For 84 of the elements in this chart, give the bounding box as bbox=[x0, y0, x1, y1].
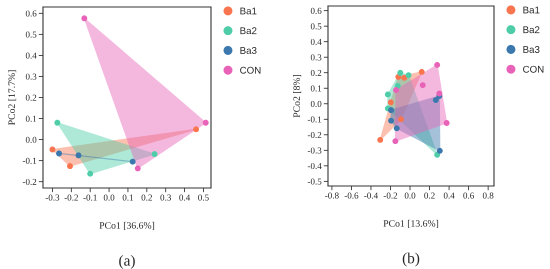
text: (b) bbox=[402, 252, 420, 266]
point bbox=[134, 165, 141, 172]
point bbox=[418, 69, 425, 75]
point bbox=[434, 62, 440, 68]
point bbox=[393, 87, 400, 94]
y-tick-label: 0.4 bbox=[310, 38, 322, 45]
point bbox=[436, 90, 442, 96]
text: (a) bbox=[119, 254, 135, 269]
y-tick-label: -0.1 bbox=[308, 116, 322, 123]
y-tick-label: 0.3 bbox=[310, 54, 322, 60]
y-tick-label: 0.6 bbox=[26, 10, 36, 17]
point bbox=[392, 138, 398, 144]
y-axis-title: PCo2 [17.7%] bbox=[8, 70, 16, 126]
point bbox=[67, 163, 73, 170]
y-tick-label: -0.1 bbox=[22, 158, 36, 164]
x-tick-label: 0.2 bbox=[424, 192, 435, 199]
point bbox=[401, 74, 408, 81]
legend-label: CON bbox=[523, 66, 544, 73]
point bbox=[432, 97, 439, 103]
x-tick-label: 0.5 bbox=[198, 194, 209, 201]
point bbox=[56, 150, 62, 156]
legend-label: Ba3 bbox=[523, 46, 540, 53]
x-axis-title: PCo1 [36.6%] bbox=[99, 222, 154, 230]
y-tick-label: 0.3 bbox=[26, 74, 36, 80]
point bbox=[54, 120, 60, 126]
x-tick-label: 0.0 bbox=[404, 192, 416, 199]
point bbox=[406, 72, 412, 78]
y-tick-label: 0.0 bbox=[310, 100, 322, 108]
legend-label: Ba1 bbox=[240, 8, 256, 14]
x-tick-label: -0.4 bbox=[364, 192, 378, 199]
point bbox=[377, 136, 384, 143]
x-tick-label: -0.8 bbox=[325, 192, 339, 199]
legend-label: Ba2 bbox=[240, 27, 256, 34]
x-tick-label: 0.6 bbox=[463, 192, 474, 199]
point bbox=[152, 151, 158, 158]
point bbox=[202, 120, 209, 126]
y-tick-label: 0.1 bbox=[26, 116, 36, 122]
y-tick-label: -0.4 bbox=[308, 162, 322, 170]
point bbox=[444, 120, 450, 126]
point bbox=[130, 158, 136, 165]
point bbox=[388, 99, 394, 106]
y-axis-title: PCo2 [8%] bbox=[293, 74, 302, 118]
x-axis-title: PCo1 [13.6%] bbox=[383, 220, 438, 228]
y-tick-label: -0.2 bbox=[22, 178, 36, 185]
point bbox=[76, 152, 82, 158]
y-tick-label: 0.0 bbox=[26, 136, 36, 143]
y-tick-label: -0.2 bbox=[308, 132, 322, 138]
x-tick-label: -0.1 bbox=[83, 194, 97, 201]
y-tick-label: 0.5 bbox=[26, 31, 36, 38]
y-tick-label: 0.2 bbox=[310, 70, 322, 76]
legend-label: Ba3 bbox=[240, 47, 257, 54]
point bbox=[394, 125, 400, 132]
y-tick-label: 0.6 bbox=[310, 8, 322, 14]
point bbox=[397, 70, 404, 76]
x-tick-label: 0.4 bbox=[179, 194, 190, 201]
point bbox=[388, 107, 394, 114]
point bbox=[436, 148, 443, 154]
x-tick-label: -0.6 bbox=[344, 192, 358, 199]
x-tick-label: 0.3 bbox=[160, 194, 171, 201]
point bbox=[388, 118, 394, 124]
y-tick-label: -0.3 bbox=[308, 147, 322, 154]
y-tick-label: 0.2 bbox=[26, 94, 36, 101]
x-tick-label: 0.2 bbox=[142, 194, 152, 201]
legend-label: CON bbox=[240, 66, 260, 74]
x-tick-label: 0.8 bbox=[482, 192, 494, 199]
point bbox=[49, 146, 56, 152]
point bbox=[384, 92, 391, 98]
point bbox=[87, 170, 94, 177]
y-tick-label: 0.4 bbox=[26, 52, 37, 59]
point bbox=[81, 15, 88, 22]
x-tick-label: -0.2 bbox=[384, 192, 398, 199]
y-tick-label: 0.5 bbox=[310, 23, 322, 30]
y-tick-label: 0.1 bbox=[310, 85, 322, 92]
y-tick-label: -0.5 bbox=[308, 178, 322, 185]
point bbox=[193, 126, 200, 132]
point bbox=[398, 116, 404, 122]
x-tick-label: 0.1 bbox=[122, 194, 134, 201]
legend-label: Ba2 bbox=[523, 26, 540, 34]
point bbox=[420, 82, 426, 88]
legend-label: Ba1 bbox=[523, 6, 540, 14]
x-tick-label: 0.4 bbox=[444, 192, 455, 199]
x-tick-label: 0.0 bbox=[104, 194, 114, 201]
x-tick-label: -0.3 bbox=[46, 194, 60, 201]
x-tick-label: -0.2 bbox=[64, 194, 78, 201]
